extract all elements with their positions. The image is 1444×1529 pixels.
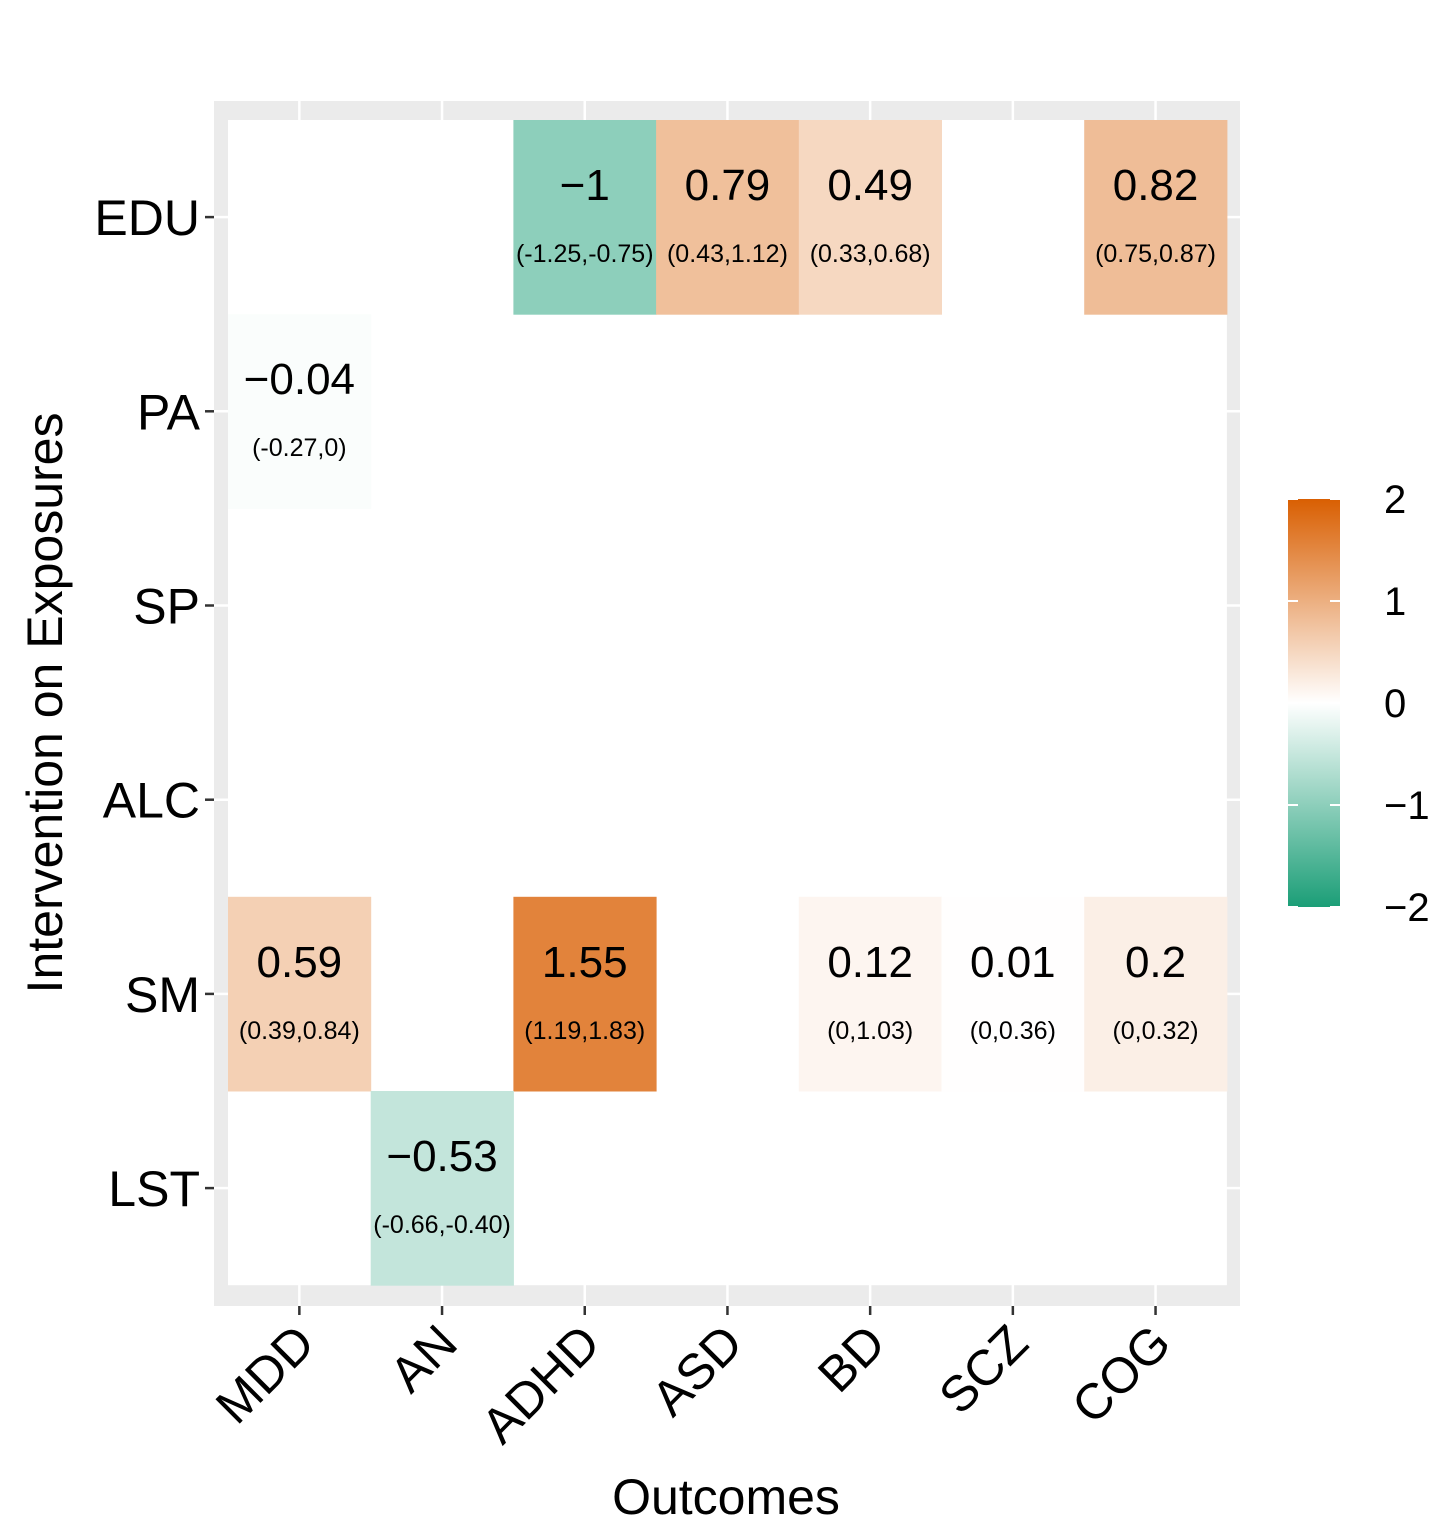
colorbar-tick-label: 1 — [1384, 580, 1406, 624]
heatmap-cell — [228, 314, 372, 509]
heatmap-cell — [1084, 896, 1228, 1092]
heatmap-cell — [513, 896, 657, 1092]
x-tick-label: ASD — [641, 1314, 753, 1426]
heatmap-cell — [798, 120, 942, 315]
x-tick-label: ADHD — [471, 1314, 611, 1454]
cell-ci-label: (0,0.36) — [970, 1017, 1056, 1045]
cell-value-label: 0.2 — [1125, 938, 1186, 987]
cell-ci-label: (0.39,0.84) — [239, 1017, 360, 1045]
x-tick-label: COG — [1061, 1314, 1181, 1434]
heatmap-cells: −1 (-1.25,-0.75) 0.79 (0.43,1.12) 0.49 (0.33,… — [228, 120, 1228, 1286]
cell-value-label: −0.53 — [386, 1132, 497, 1181]
y-axis-title: Intervention on Exposures — [17, 413, 73, 994]
cell-ci-label: (1.19,1.83) — [524, 1017, 645, 1045]
cell-ci-label: (0,1.03) — [827, 1017, 913, 1045]
y-tick-label: PA — [137, 384, 201, 440]
cell-value-label: 1.55 — [542, 938, 628, 987]
y-tick-label: SM — [125, 967, 200, 1023]
axes: EDU PA SP ALC SM LST MDD AN ADHD ASD BD SCZ COG — [94, 190, 1181, 1454]
colorbar-tick-label: −1 — [1384, 784, 1430, 828]
cell-value-label: 0.12 — [827, 938, 913, 987]
cell-ci-label: (0.75,0.87) — [1095, 240, 1216, 268]
heatmap-cell — [1084, 120, 1228, 315]
cell-value-label: 0.01 — [970, 938, 1056, 987]
colorbar-tick-label: 2 — [1384, 478, 1406, 522]
y-tick-label: LST — [108, 1161, 200, 1217]
y-tick-label: SP — [133, 579, 200, 635]
y-tick-label: ALC — [103, 773, 200, 829]
heatmap-cell — [798, 896, 942, 1092]
cell-ci-label: (-1.25,-0.75) — [516, 240, 654, 268]
colorbar: 2 1 0 −1 −2 — [1288, 478, 1430, 930]
heatmap-cell — [370, 1091, 514, 1286]
x-tick-label: SCZ — [928, 1314, 1038, 1424]
cell-value-label: 0.79 — [685, 161, 771, 210]
cell-value-label: −1 — [560, 161, 610, 210]
cell-value-label: 0.59 — [257, 938, 343, 987]
heatmap-cell — [513, 120, 657, 315]
cell-ci-label: (0.43,1.12) — [667, 240, 788, 268]
cell-value-label: −0.04 — [244, 355, 355, 404]
heatmap-cell — [228, 896, 372, 1092]
colorbar-tick-label: −2 — [1384, 886, 1430, 930]
cell-ci-label: (-0.27,0) — [252, 434, 346, 462]
cell-ci-label: (0.33,0.68) — [810, 240, 931, 268]
cell-ci-label: (0,0.32) — [1112, 1017, 1198, 1045]
cell-value-label: 0.49 — [827, 161, 913, 210]
colorbar-tick-label: 0 — [1384, 682, 1406, 726]
x-axis-title: Outcomes — [612, 1469, 840, 1525]
cell-value-label: 0.82 — [1113, 161, 1199, 210]
x-tick-label: BD — [807, 1314, 896, 1403]
heatmap-cell — [656, 120, 800, 315]
x-tick-label: MDD — [205, 1314, 325, 1434]
heatmap-cell — [941, 896, 1085, 1092]
cell-ci-label: (-0.66,-0.40) — [373, 1211, 511, 1239]
x-tick-label: AN — [379, 1314, 468, 1403]
y-tick-label: EDU — [94, 190, 200, 246]
